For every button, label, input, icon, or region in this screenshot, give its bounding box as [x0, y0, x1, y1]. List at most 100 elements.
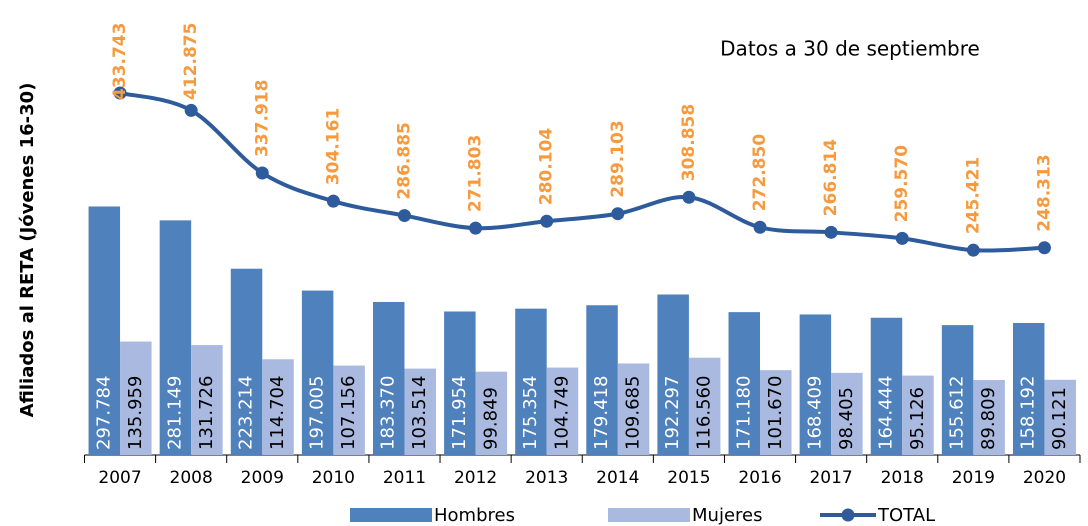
bar-value-label: 155.612 [947, 376, 968, 450]
x-tick-label: 2015 [667, 468, 710, 488]
x-tick-label: 2009 [241, 468, 284, 488]
bar-value-label: 135.959 [125, 376, 146, 450]
bar-value-label: 104.749 [551, 376, 572, 450]
bar-value-label: 183.370 [378, 376, 399, 450]
x-tick-label: 2008 [170, 468, 213, 488]
total-value-label: 280.104 [537, 128, 557, 206]
bar [902, 375, 934, 455]
x-tick-label: 2012 [454, 468, 497, 488]
x-tick-label: 2020 [1023, 468, 1066, 488]
legend-marker [841, 508, 855, 522]
bar-value-label: 179.418 [591, 376, 612, 450]
bar-value-label: 89.809 [978, 387, 999, 450]
bar-value-label: 114.704 [267, 376, 288, 450]
x-tick-label: 2007 [98, 468, 141, 488]
bar-value-label: 175.354 [520, 376, 541, 450]
total-value-label: 245.421 [963, 157, 983, 234]
bar-value-label: 131.726 [196, 376, 217, 450]
bar-value-label: 109.685 [623, 376, 644, 450]
x-tick-label: 2017 [809, 468, 852, 488]
total-value-label: 433.743 [110, 23, 130, 100]
total-point [753, 220, 767, 234]
legend-label: TOTAL [877, 505, 935, 526]
total-value-label: 266.814 [821, 139, 841, 217]
bar-value-label: 90.121 [1049, 387, 1070, 450]
x-tick-label: 2016 [738, 468, 781, 488]
bar [586, 305, 618, 455]
total-point [469, 221, 483, 235]
bar [159, 220, 192, 455]
total-value-label: 412.875 [181, 23, 201, 100]
total-value-label: 271.803 [466, 135, 486, 212]
total-point [1037, 241, 1051, 255]
bar [870, 317, 903, 455]
legend-label: Hombres [434, 505, 515, 526]
bar [973, 380, 1005, 455]
total-point [824, 225, 838, 239]
x-tick-label: 2013 [525, 468, 568, 488]
bar [799, 314, 832, 455]
bar [88, 206, 121, 455]
total-point [255, 166, 269, 180]
bar [372, 301, 405, 455]
bar-value-label: 95.126 [907, 387, 928, 450]
legend-label: Mujeres [692, 505, 762, 526]
bar-value-label: 99.849 [480, 387, 501, 450]
total-point [113, 86, 127, 100]
bar [404, 368, 436, 455]
bar-value-label: 116.560 [694, 376, 715, 450]
bar [1044, 379, 1076, 455]
bar [301, 290, 334, 455]
bar-value-label: 98.405 [836, 387, 857, 450]
x-tick-label: 2014 [596, 468, 639, 488]
total-point [682, 190, 696, 204]
bar [617, 363, 650, 455]
bar-value-label: 107.156 [338, 376, 359, 450]
total-value-label: 272.850 [750, 134, 770, 212]
x-tick-label: 2011 [383, 468, 426, 488]
total-value-label: 259.570 [892, 145, 912, 223]
total-value-label: 304.161 [323, 108, 343, 185]
total-point [397, 209, 411, 223]
bar [515, 308, 547, 455]
bar-value-label: 223.214 [236, 376, 257, 450]
legend-swatch [350, 508, 432, 522]
total-value-label: 289.103 [608, 120, 628, 197]
bar-value-label: 171.954 [449, 376, 470, 450]
bar-value-label: 197.005 [307, 376, 328, 450]
total-point [326, 194, 340, 208]
bar-value-label: 168.409 [804, 376, 825, 450]
bar-value-label: 101.670 [765, 376, 786, 450]
y-axis-label: Afiliados al RETA (Jóvenes 16-30) [17, 83, 38, 418]
bar [120, 341, 152, 455]
bar-value-label: 103.514 [409, 376, 430, 450]
bar [262, 359, 294, 455]
bar [333, 365, 365, 455]
total-point [540, 214, 554, 228]
bar [444, 311, 476, 455]
x-tick-label: 2010 [312, 468, 355, 488]
total-point [966, 243, 980, 257]
x-tick-label: 2019 [952, 468, 995, 488]
legend-swatch [608, 508, 690, 522]
total-point [895, 231, 909, 245]
bar [657, 294, 689, 455]
bar [728, 312, 761, 455]
bar [1012, 322, 1045, 455]
bar-value-label: 297.784 [93, 376, 114, 450]
total-value-label: 286.885 [394, 122, 414, 199]
bar-value-label: 171.180 [733, 376, 754, 450]
total-value-label: 337.918 [252, 80, 272, 157]
bar-value-label: 192.297 [662, 376, 683, 450]
bar-value-label: 164.444 [875, 376, 896, 450]
bar-value-label: 158.192 [1018, 376, 1039, 450]
bar [191, 345, 223, 455]
bar [688, 357, 721, 455]
total-value-label: 248.313 [1034, 154, 1054, 231]
bar [760, 370, 792, 455]
bar [831, 372, 863, 455]
bar [230, 268, 263, 455]
bar [546, 367, 579, 455]
bar [941, 325, 974, 455]
